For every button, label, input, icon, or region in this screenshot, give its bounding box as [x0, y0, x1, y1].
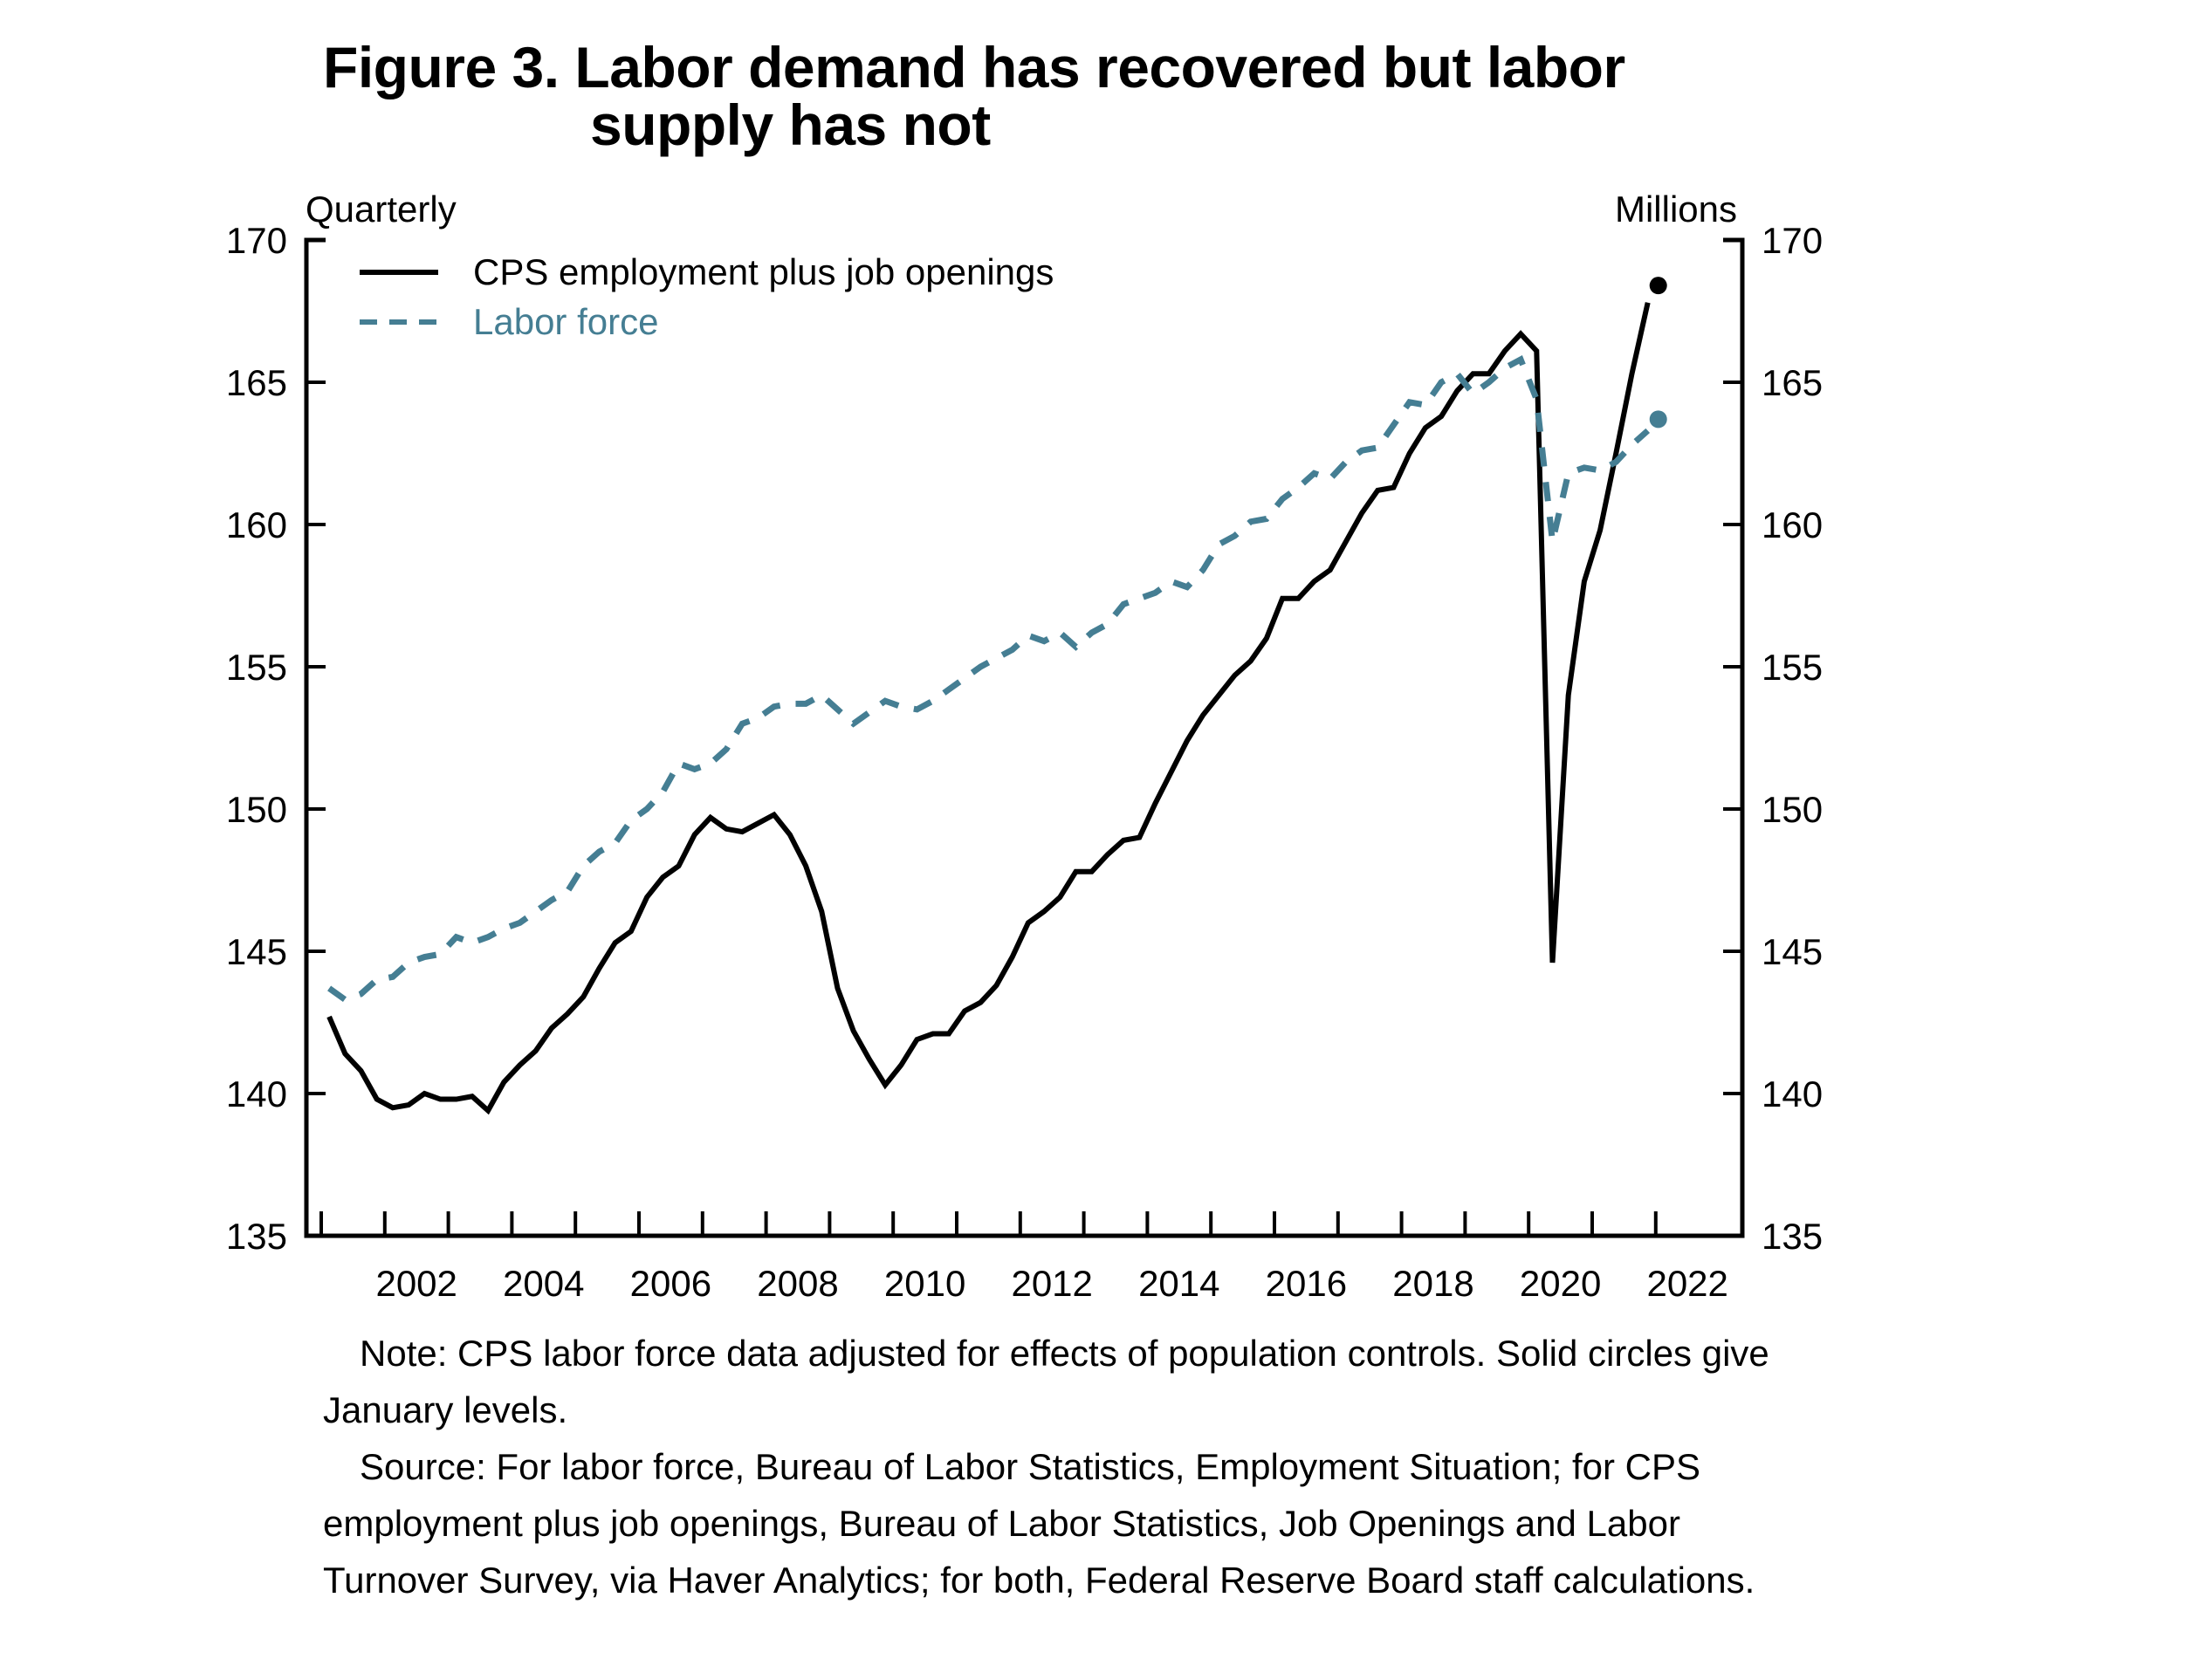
x-tick-label: 2012 — [1011, 1263, 1092, 1304]
y-tick-label-left: 140 — [226, 1073, 287, 1114]
legend-label-0: CPS employment plus job openings — [473, 251, 1054, 292]
unit-label: Millions — [1614, 189, 1737, 230]
x-tick-label: 2020 — [1520, 1263, 1601, 1304]
y-tick-label-right: 135 — [1762, 1216, 1823, 1257]
x-tick-label: 2002 — [375, 1263, 457, 1304]
y-tick-label-right: 145 — [1762, 931, 1823, 972]
y-tick-label-right: 160 — [1762, 504, 1823, 545]
axes: 135 135 140 140 145 145 150 150 155 155 160 160 165 1… — [226, 220, 1823, 1304]
y-tick-label-right: 150 — [1762, 789, 1823, 830]
y-tick-label-left: 135 — [226, 1216, 287, 1257]
x-tick-label: 2022 — [1646, 1263, 1727, 1304]
note-text: Note: CPS labor force data adjusted for … — [323, 1333, 1769, 1430]
y-tick-label-left: 150 — [226, 789, 287, 830]
series-line-labor-force — [327, 354, 1651, 1004]
frequency-label: Quarterly — [306, 189, 457, 230]
chart-title: Figure 3. Labor demand has recovered but… — [323, 38, 1625, 154]
y-tick-label-left: 145 — [226, 931, 287, 972]
series-line-cps-employment-plus-job-openings — [326, 302, 1651, 1115]
x-tick-label: 2006 — [630, 1263, 711, 1304]
y-tick-label-right: 155 — [1762, 647, 1823, 688]
axis-frame — [304, 237, 1745, 1238]
series-layer — [326, 277, 1667, 1115]
y-tick-label-left: 155 — [226, 647, 287, 688]
x-tick-label: 2010 — [884, 1263, 965, 1304]
chart-title-line-2: supply has not — [590, 93, 991, 157]
notes: Note: CPS labor force data adjusted for … — [323, 1325, 1807, 1608]
legend-label-1: Labor force — [473, 301, 658, 342]
y-tick-label-left: 165 — [226, 362, 287, 403]
chart-title-line-1: Figure 3. Labor demand has recovered but… — [323, 35, 1625, 99]
x-tick-label: 2014 — [1138, 1263, 1219, 1304]
source-text: Source: For labor force, Bureau of Labor… — [323, 1446, 1755, 1601]
x-tick-label: 2016 — [1266, 1263, 1347, 1304]
y-tick-label-left: 170 — [226, 220, 287, 261]
y-tick-label-right: 170 — [1762, 220, 1823, 261]
y-tick-label-right: 140 — [1762, 1073, 1823, 1114]
legend: CPS employment plus job openings Labor fo… — [360, 251, 1054, 342]
x-tick-label: 2008 — [757, 1263, 838, 1304]
x-tick-label: 2018 — [1392, 1263, 1473, 1304]
x-tick-label: 2004 — [503, 1263, 584, 1304]
y-tick-label-left: 160 — [226, 504, 287, 545]
january-dot-cps-employment-plus-job-openings — [1649, 277, 1667, 295]
y-tick-label-right: 165 — [1762, 362, 1823, 403]
january-dot-labor-force — [1649, 410, 1667, 429]
